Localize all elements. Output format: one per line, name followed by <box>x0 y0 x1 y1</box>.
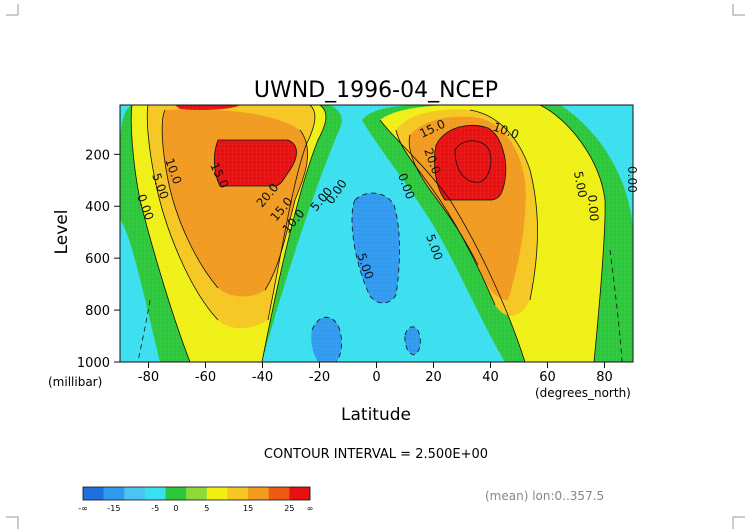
x-tick-label: 20 <box>425 370 442 385</box>
colorbar-frame <box>82 486 311 501</box>
x-tick-label: 60 <box>539 370 556 385</box>
chart-title: UWND_1996-04_NCEP <box>254 78 498 103</box>
colorbar-swatch <box>206 487 228 500</box>
x-tick-label: 0 <box>372 370 380 385</box>
contour-label: 5.00 <box>571 170 589 199</box>
corner-mark-tr <box>732 4 745 16</box>
x-tick-label: -80 <box>138 370 159 385</box>
colorbar: -∞ -15 -5 0 5 15 25 ∞ <box>78 486 314 513</box>
footer-note: (mean) lon:0..357.5 <box>485 489 604 503</box>
contour-label: 0.00 <box>625 166 639 193</box>
contour-label: 0.00 <box>585 194 601 222</box>
colorbar-label: -5 <box>151 504 159 513</box>
corner-mark-bl <box>6 516 19 529</box>
colorbar-swatch <box>165 487 187 500</box>
colorbar-label: 25 <box>284 504 294 513</box>
colorbar-label: 0 <box>173 504 178 513</box>
colorbar-swatch <box>248 487 270 500</box>
y-tick-label: 800 <box>85 304 110 319</box>
y-tick-label: 200 <box>85 148 110 163</box>
colorbar-label: 15 <box>243 504 253 513</box>
y-tick-label: 600 <box>85 252 110 267</box>
x-axis: -80 -60 -40 -20 0 20 40 60 80 <box>138 362 613 385</box>
colorbar-label: ∞ <box>307 504 314 513</box>
colorbar-label: -∞ <box>78 504 88 513</box>
colorbar-label: -15 <box>107 504 120 513</box>
colorbar-swatch <box>227 487 249 500</box>
x-tick-label: 80 <box>596 370 613 385</box>
colorbar-swatch <box>83 487 104 500</box>
x-axis-label: Latitude <box>341 405 411 425</box>
x-tick-label: 40 <box>482 370 499 385</box>
y-tick-label: 400 <box>85 200 110 215</box>
contour-field <box>120 105 633 362</box>
corner-mark-br <box>732 516 745 529</box>
x-unit-label: (degrees_north) <box>535 386 631 400</box>
colorbar-swatch <box>186 487 208 500</box>
corner-mark-tl <box>6 4 19 16</box>
x-tick-label: -20 <box>309 370 330 385</box>
colorbar-label: 5 <box>204 504 209 513</box>
grid-overlay <box>120 105 633 362</box>
y-axis: 200 400 600 800 1000 <box>77 148 120 371</box>
y-axis-label: Level <box>52 210 72 255</box>
negative-contours <box>137 192 623 362</box>
colorbar-swatch <box>124 487 146 500</box>
y-tick-label: 1000 <box>77 356 110 371</box>
x-tick-label: -60 <box>195 370 216 385</box>
contour-interval-text: CONTOUR INTERVAL = 2.500E+00 <box>264 447 488 462</box>
colorbar-swatch <box>268 487 290 500</box>
contour-lines <box>130 105 606 362</box>
colorbar-swatch <box>289 487 311 500</box>
y-unit-label: (millibar) <box>48 375 102 389</box>
colorbar-swatch <box>144 487 166 500</box>
x-tick-label: -40 <box>252 370 273 385</box>
colorbar-swatch <box>103 487 125 500</box>
